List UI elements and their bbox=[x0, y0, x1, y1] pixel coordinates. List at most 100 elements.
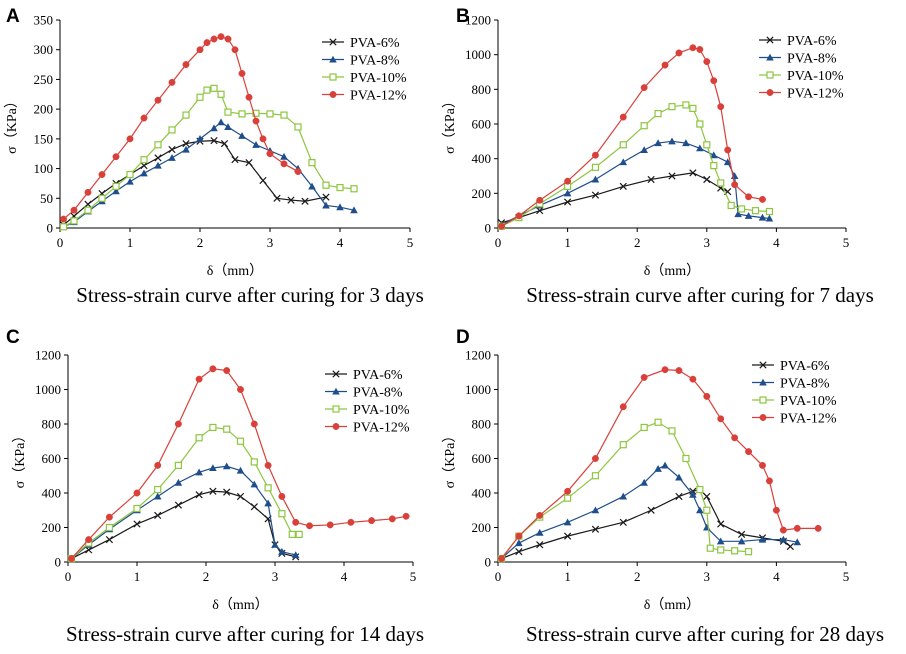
data-point bbox=[765, 207, 774, 216]
x-tick-label: 0 bbox=[65, 569, 72, 584]
x-axis-title: δ（mm） bbox=[207, 263, 263, 279]
data-point bbox=[85, 536, 93, 544]
data-point bbox=[133, 520, 141, 528]
series-pva-10-pct bbox=[67, 423, 303, 563]
data-point bbox=[224, 35, 232, 43]
data-point bbox=[350, 206, 358, 214]
data-point bbox=[295, 530, 303, 539]
series-pva-6-pct bbox=[67, 487, 300, 563]
data-point bbox=[70, 206, 78, 214]
data-point bbox=[640, 423, 648, 432]
data-point bbox=[154, 485, 162, 494]
data-point bbox=[765, 477, 773, 485]
legend-label: PVA-12% bbox=[353, 421, 410, 436]
y-tick-label: 200 bbox=[34, 102, 54, 117]
legend-marker bbox=[766, 89, 774, 96]
data-point bbox=[223, 367, 231, 374]
data-point bbox=[245, 159, 253, 167]
y-tick-label: 50 bbox=[40, 191, 53, 206]
legend-marker bbox=[329, 38, 337, 46]
data-point bbox=[322, 193, 330, 201]
series-line bbox=[71, 465, 296, 560]
data-point bbox=[245, 93, 253, 101]
legend-label: PVA-6% bbox=[787, 34, 837, 49]
data-point bbox=[737, 530, 746, 539]
panel-letter: B bbox=[456, 6, 470, 27]
data-point bbox=[640, 84, 648, 92]
legend-label: PVA-6% bbox=[350, 36, 400, 51]
data-point bbox=[682, 101, 690, 109]
data-point bbox=[308, 182, 316, 190]
y-tick-label: 0 bbox=[55, 555, 62, 570]
data-point bbox=[294, 168, 302, 175]
y-axis-title: σ（KPa） bbox=[442, 429, 458, 489]
x-tick-label: 0 bbox=[57, 235, 64, 250]
data-point bbox=[182, 61, 190, 69]
data-point bbox=[195, 434, 203, 442]
data-point bbox=[536, 207, 544, 215]
data-point bbox=[591, 191, 600, 199]
series-line bbox=[71, 490, 296, 560]
x-axis-title: δ（mm） bbox=[644, 597, 700, 613]
series-pva-10-pct bbox=[497, 101, 774, 230]
data-point bbox=[564, 487, 572, 495]
data-point bbox=[326, 521, 334, 529]
data-point bbox=[498, 222, 505, 230]
data-point bbox=[591, 151, 599, 159]
data-point bbox=[182, 139, 190, 148]
data-point bbox=[196, 135, 204, 142]
data-point bbox=[250, 480, 259, 488]
data-point bbox=[222, 462, 231, 470]
series-pva-6-pct bbox=[497, 169, 732, 227]
legend-marker bbox=[766, 71, 774, 79]
data-point bbox=[105, 513, 113, 521]
legend-label: PVA-6% bbox=[780, 359, 830, 374]
data-point bbox=[689, 490, 697, 498]
y-tick-label: 800 bbox=[472, 417, 492, 432]
legend-marker bbox=[332, 387, 340, 395]
y-tick-label: 1000 bbox=[465, 47, 491, 62]
data-point bbox=[654, 418, 662, 426]
data-point bbox=[112, 153, 120, 161]
data-point bbox=[668, 137, 676, 145]
legend-marker bbox=[759, 414, 767, 421]
y-tick-label: 350 bbox=[34, 13, 54, 28]
x-tick-label: 4 bbox=[773, 235, 780, 250]
y-tick-label: 1000 bbox=[35, 382, 61, 397]
data-point bbox=[217, 118, 225, 126]
data-point bbox=[223, 425, 231, 433]
data-point bbox=[264, 484, 272, 492]
data-point bbox=[220, 139, 229, 148]
data-point bbox=[209, 464, 217, 472]
legend-label: PVA-10% bbox=[353, 403, 410, 418]
y-tick-label: 1000 bbox=[465, 382, 491, 397]
legend-label: PVA-8% bbox=[780, 377, 830, 392]
x-tick-label: 4 bbox=[773, 569, 780, 584]
data-point bbox=[259, 135, 267, 143]
series-line bbox=[71, 368, 407, 559]
data-point bbox=[154, 461, 162, 469]
data-point bbox=[793, 524, 801, 532]
data-point bbox=[224, 108, 232, 116]
data-point bbox=[696, 46, 704, 53]
series-line bbox=[501, 47, 763, 227]
data-point bbox=[60, 215, 67, 223]
series-pva-12-pct bbox=[498, 366, 822, 562]
data-point bbox=[209, 423, 217, 432]
chart-panel-d: D 0 200 400 600 800 1000 1200 0 1 2 3 4 5 δ（mm） σ（KPa） P… bbox=[442, 327, 884, 646]
legend-marker bbox=[332, 423, 340, 430]
data-point bbox=[814, 524, 822, 532]
data-point bbox=[734, 210, 742, 218]
series-line bbox=[63, 140, 327, 226]
x-axis-title: δ（mm） bbox=[644, 263, 700, 279]
data-point bbox=[68, 555, 75, 562]
data-point bbox=[210, 137, 218, 145]
panel-letter: C bbox=[6, 327, 20, 348]
data-point bbox=[168, 78, 176, 86]
data-point bbox=[182, 111, 190, 119]
data-point bbox=[745, 448, 753, 456]
data-point bbox=[84, 200, 92, 208]
y-tick-label: 1200 bbox=[35, 348, 61, 363]
data-point bbox=[217, 90, 225, 98]
data-point bbox=[238, 110, 246, 118]
